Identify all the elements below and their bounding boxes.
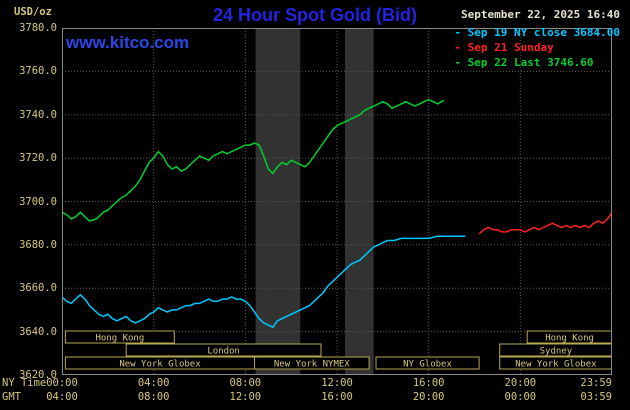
gmt-tick-label: 03:59 xyxy=(580,391,612,403)
plot-area: Hong Kong Hong Kong London Sydney New York G… xyxy=(62,28,612,375)
session-label: New York NYMEX xyxy=(274,360,350,370)
session-label: Hong Kong xyxy=(96,334,145,344)
session-label: London xyxy=(207,347,240,357)
y-tick-label: 3780.0 xyxy=(19,22,57,34)
gmt-tick-label: 12:00 xyxy=(229,391,262,403)
y-tick-label: 3640.0 xyxy=(19,325,57,338)
session-box xyxy=(125,343,322,357)
ny-time-tick-label: 23:59 xyxy=(580,377,612,389)
gmt-tick-label: 16:00 xyxy=(321,391,353,403)
y-tick-label: 3660.0 xyxy=(19,282,57,295)
ny-time-tick-label: 00:00 xyxy=(46,377,78,389)
ny-time-tick-label: 20:00 xyxy=(504,377,537,389)
session-box xyxy=(254,356,370,370)
y-tick-label: 3760.0 xyxy=(19,65,57,78)
ny-time-tick-label: 04:00 xyxy=(137,377,170,389)
ny-time-tick-label: 08:00 xyxy=(229,377,262,389)
gmt-axis-label: GMT xyxy=(2,391,21,403)
plot-border xyxy=(62,28,612,375)
y-tick-label: 3680.0 xyxy=(19,238,57,251)
y-tick-label: 3700.0 xyxy=(19,195,57,208)
ny-time-tick-label: 16:00 xyxy=(412,377,445,389)
series-line-sep21 xyxy=(478,210,612,235)
legend-item: - Sep 22 Last 3746.60 xyxy=(454,56,594,69)
session-box xyxy=(375,356,480,370)
ny-time-axis-label: NY Time xyxy=(2,377,47,389)
session-label: Hong Kong xyxy=(545,334,594,344)
page-title: 24 Hour Spot Gold (Bid) xyxy=(213,5,417,25)
series-line-sep22 xyxy=(62,98,445,222)
series-line-sep19 xyxy=(62,235,466,329)
ny-time-tick-label: 12:00 xyxy=(321,377,353,389)
y-tick-label: 3620.0 xyxy=(19,369,57,381)
session-box xyxy=(64,330,175,344)
legend: - Sep 19 NY close 3684.00 - Sep 21 Sunday… xyxy=(454,25,620,70)
legend-item: - Sep 21 Sunday xyxy=(454,41,554,54)
session-label: New York Globex xyxy=(515,360,597,370)
gmt-tick-label: 00:00 xyxy=(504,391,537,403)
session-box xyxy=(526,330,612,344)
chart-datetime: September 22, 2025 16:40 xyxy=(461,8,620,21)
y-tick-label: 3740.0 xyxy=(19,108,57,121)
session-box xyxy=(499,356,612,370)
session-label: Sydney xyxy=(540,347,573,357)
session-label: NY Globex xyxy=(403,360,452,370)
session-box xyxy=(499,343,612,357)
gmt-tick-label: 20:00 xyxy=(412,391,445,403)
gmt-tick-label: 08:00 xyxy=(137,391,170,403)
y-tick-label: 3720.0 xyxy=(19,152,57,165)
kitco-watermark[interactable]: www.kitco.com xyxy=(66,33,190,52)
units-label: USD/oz xyxy=(14,6,52,18)
session-label: New York Globex xyxy=(119,360,201,370)
legend-item: - Sep 19 NY close 3684.00 xyxy=(454,26,620,39)
gmt-tick-label: 04:00 xyxy=(46,391,78,403)
